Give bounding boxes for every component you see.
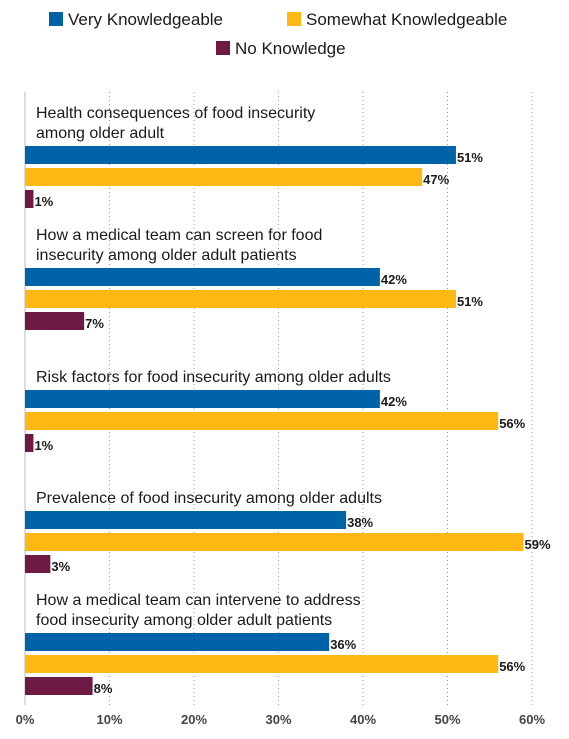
legend-label: Somewhat Knowledgeable [306, 10, 507, 29]
bar [25, 655, 499, 673]
legend-label: Very Knowledgeable [68, 10, 223, 29]
x-axis: 0% 10% 20% 30% 40% 50% 60% [16, 712, 546, 727]
legend-swatch [49, 12, 63, 26]
x-tick-label: 20% [181, 712, 207, 727]
value-label: 47% [423, 172, 449, 187]
bar [25, 555, 51, 573]
bar [25, 312, 85, 330]
value-label: 42% [381, 394, 407, 409]
value-label: 59% [525, 537, 551, 552]
value-label: 42% [381, 272, 407, 287]
value-label: 51% [457, 294, 483, 309]
category-label: food insecurity among older adult patien… [36, 612, 332, 629]
bar [25, 268, 380, 286]
value-label: 1% [34, 438, 53, 453]
value-label: 36% [330, 637, 356, 652]
x-tick-label: 50% [434, 712, 460, 727]
bar [25, 533, 524, 551]
legend-label: No Knowledge [235, 39, 346, 58]
legend-swatch [216, 41, 230, 55]
x-tick-label: 40% [350, 712, 376, 727]
x-tick-label: 10% [96, 712, 122, 727]
value-label: 56% [499, 659, 525, 674]
value-label: 1% [34, 194, 53, 209]
x-tick-label: 60% [519, 712, 545, 727]
x-tick-label: 0% [16, 712, 35, 727]
category-label: How a medical team can screen for food [36, 227, 322, 244]
bar [25, 390, 380, 408]
category-label: Risk factors for food insecurity among o… [36, 369, 391, 386]
category-label: How a medical team can intervene to addr… [36, 592, 361, 609]
category-label: among older adult [36, 125, 165, 142]
bars: Health consequences of food insecurity am… [25, 105, 551, 696]
category-label: insecurity among older adult patients [36, 247, 297, 264]
legend: Very Knowledgeable Somewhat Knowledgeable… [49, 10, 507, 58]
legend-swatch [287, 12, 301, 26]
value-label: 56% [499, 416, 525, 431]
bar [25, 434, 34, 452]
bar [25, 290, 456, 308]
bar [25, 146, 456, 164]
bar [25, 677, 93, 695]
x-tick-label: 30% [265, 712, 291, 727]
bar [25, 190, 34, 208]
bar [25, 168, 423, 186]
category-label: Prevalence of food insecurity among olde… [36, 490, 382, 507]
value-label: 3% [51, 559, 70, 574]
value-label: 8% [94, 681, 113, 696]
value-label: 51% [457, 150, 483, 165]
value-label: 7% [85, 316, 104, 331]
bar [25, 511, 347, 529]
value-label: 38% [347, 515, 373, 530]
bar [25, 412, 499, 430]
bar [25, 633, 330, 651]
category-label: Health consequences of food insecurity [36, 105, 315, 122]
